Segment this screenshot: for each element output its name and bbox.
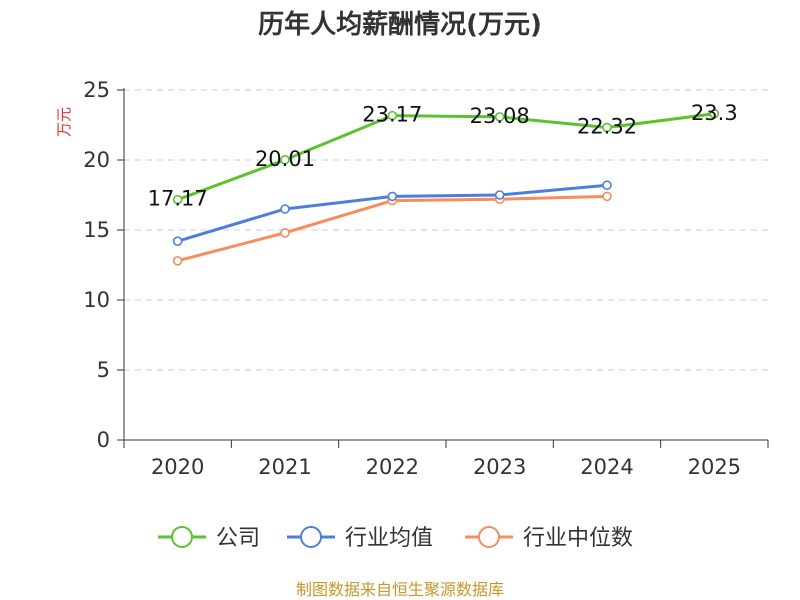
data-point[interactable] <box>709 109 720 119</box>
data-label: 23.08 <box>470 104 530 128</box>
data-label: 17.17 <box>148 187 208 211</box>
legend-swatch-marker <box>171 526 193 548</box>
data-point[interactable] <box>387 191 398 202</box>
x-tick-label: 2020 <box>151 455 204 479</box>
series-line <box>177 112 715 202</box>
source-note: 制图数据来自恒生聚源数据库 <box>296 580 504 599</box>
data-labels: 17.17 20.01 23.17 23.08 22.32 23.3 <box>148 101 738 211</box>
legend-label: 公司 <box>216 526 260 551</box>
gridlines <box>124 89 768 371</box>
data-label: 22.32 <box>577 115 637 139</box>
y-tick-label: 0 <box>97 428 110 452</box>
y-tick-label: 10 <box>83 288 110 312</box>
legend-label: 行业中位数 <box>523 526 633 551</box>
x-tick-label: 2022 <box>366 455 419 479</box>
y-tick-label: 15 <box>83 218 110 242</box>
data-point[interactable] <box>280 155 290 165</box>
data-point[interactable] <box>494 112 505 122</box>
y-axis-label: 万元 <box>55 107 73 137</box>
data-point[interactable] <box>172 255 183 266</box>
x-tick-label: 2024 <box>580 455 633 479</box>
legend-label: 行业均值 <box>345 526 433 551</box>
series-line <box>177 194 608 263</box>
legend-item[interactable]: 行业中位数 <box>465 526 633 551</box>
data-point[interactable] <box>172 194 183 205</box>
legend-item[interactable]: 公司 <box>158 526 260 551</box>
data-point[interactable] <box>172 236 183 246</box>
y-tick-label: 25 <box>83 78 110 102</box>
legend-item[interactable]: 行业均值 <box>287 526 433 551</box>
legend-swatch-marker <box>300 526 322 548</box>
data-label: 23.3 <box>691 101 738 125</box>
data-point[interactable] <box>387 110 398 121</box>
data-label: 20.01 <box>255 147 315 171</box>
data-point[interactable] <box>602 122 612 133</box>
data-point[interactable] <box>602 180 612 190</box>
data-point[interactable] <box>280 204 290 214</box>
data-point[interactable] <box>494 190 505 200</box>
data-label: 23.17 <box>362 103 422 127</box>
legend-swatch-marker <box>478 526 500 548</box>
legend[interactable]: 公司 行业均值 行业中位数 <box>158 526 633 551</box>
x-tick-label: 2023 <box>473 455 526 479</box>
x-tick-label: 2025 <box>688 455 741 479</box>
x-tick-label: 2021 <box>258 455 311 479</box>
y-tick-label: 5 <box>97 358 110 382</box>
chart-title: 历年人均薪酬情况(万元) <box>258 9 542 40</box>
data-point[interactable] <box>602 191 612 202</box>
y-tick-label: 20 <box>83 148 110 172</box>
data-point[interactable] <box>280 228 290 238</box>
series-group <box>172 109 720 266</box>
